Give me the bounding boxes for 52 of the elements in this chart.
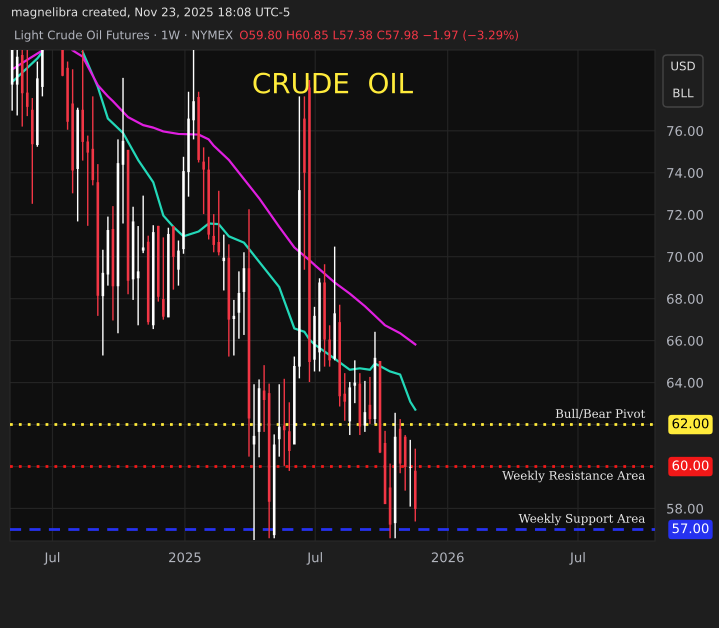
text: BLL bbox=[674, 88, 694, 98]
candlestick bbox=[278, 384, 281, 458]
candlestick bbox=[343, 372, 346, 422]
candlestick bbox=[217, 190, 220, 256]
y-tick-label: 72.00 bbox=[667, 210, 704, 220]
x-tick-label: Jul bbox=[569, 552, 585, 565]
candlestick bbox=[328, 324, 331, 368]
text: 62.00 bbox=[672, 418, 708, 428]
candlestick bbox=[408, 439, 412, 508]
candlestick bbox=[122, 77, 124, 224]
candlestick bbox=[222, 234, 226, 292]
candlestick bbox=[252, 384, 256, 541]
ref-line-label: Weekly Support Area bbox=[518, 514, 645, 526]
text: magnelibra created, Nov 23, 2025 18:08 UTC-5 bbox=[12, 7, 290, 19]
candlestick bbox=[202, 146, 205, 215]
candlestick bbox=[142, 194, 144, 254]
candlestick bbox=[368, 376, 372, 425]
candlestick bbox=[162, 236, 165, 320]
candlestick bbox=[238, 270, 240, 340]
candlestick bbox=[26, 50, 29, 117]
candlestick bbox=[282, 378, 286, 467]
y-tick-label: 64.00 bbox=[667, 378, 704, 388]
candlestick bbox=[262, 364, 266, 433]
candlestick bbox=[242, 252, 246, 336]
text: 57.00 bbox=[672, 523, 708, 534]
candlestick bbox=[288, 402, 291, 472]
text: USD bbox=[671, 61, 695, 70]
candlestick bbox=[212, 213, 216, 253]
chart-subtitle: Light Crude Oil Futures · 1W · NYMEX bbox=[15, 30, 233, 42]
candlestick bbox=[86, 134, 90, 227]
x-tick-label: 2026 bbox=[432, 552, 464, 562]
candlestick bbox=[192, 50, 195, 140]
y-tick-label: 70.00 bbox=[667, 252, 704, 262]
ref-line-label: Bull/Bear Pivot bbox=[556, 408, 646, 419]
text: CRUDE OIL bbox=[253, 72, 413, 94]
x-tick-label: Jul bbox=[44, 552, 60, 565]
y-tick-label: 58.00 bbox=[667, 504, 704, 514]
candlestick bbox=[364, 380, 366, 433]
x-tick-label: Jul bbox=[306, 552, 322, 565]
text: 60.00 bbox=[672, 460, 708, 470]
candlestick bbox=[102, 249, 104, 356]
candlestick bbox=[177, 240, 180, 286]
y-tick-label: 74.00 bbox=[667, 168, 704, 178]
text: O59.80 H60.85 L57.38 C57.98 −1.97 (−3.29%) bbox=[240, 30, 518, 41]
y-tick-label: 68.00 bbox=[667, 294, 704, 304]
candlestick bbox=[354, 360, 356, 404]
y-tick-label: 76.00 bbox=[667, 126, 704, 136]
ref-line-label: Weekly Resistance Area bbox=[502, 470, 645, 482]
x-tick-label: 2025 bbox=[169, 552, 201, 562]
candlestick bbox=[232, 299, 236, 356]
y-tick-label: 66.00 bbox=[667, 336, 704, 346]
candlestick bbox=[136, 225, 140, 326]
